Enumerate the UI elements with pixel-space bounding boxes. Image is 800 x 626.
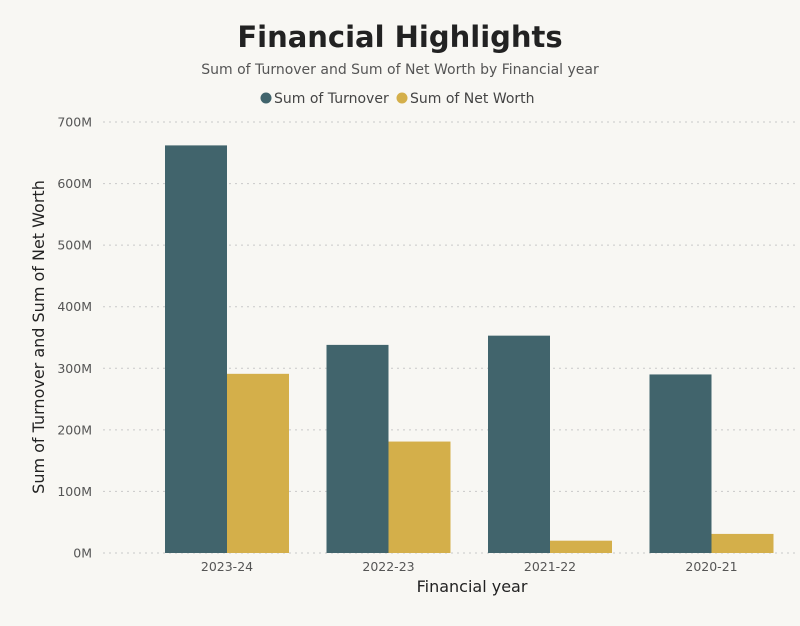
y-tick-label: 600M bbox=[57, 176, 92, 191]
bar-net-worth bbox=[711, 533, 774, 553]
y-tick-label: 400M bbox=[57, 299, 92, 314]
y-tick-label: 0M bbox=[73, 546, 92, 561]
bars bbox=[165, 145, 774, 553]
bar-net-worth bbox=[388, 441, 451, 553]
legend-label-turnover: Sum of Turnover bbox=[274, 91, 389, 107]
legend-label-net-worth: Sum of Net Worth bbox=[410, 91, 535, 107]
x-axis-label: Financial year bbox=[417, 577, 528, 596]
legend: Sum of Turnover Sum of Net Worth bbox=[260, 91, 535, 107]
y-tick-label: 500M bbox=[57, 238, 92, 253]
y-tick-label: 700M bbox=[57, 115, 92, 130]
chart-title: Financial Highlights bbox=[237, 20, 562, 54]
bar-turnover bbox=[488, 335, 550, 553]
legend-marker-turnover bbox=[260, 92, 272, 104]
x-tick-label: 2022-23 bbox=[362, 559, 414, 574]
y-axis-label: Sum of Turnover and Sum of Net Worth bbox=[29, 180, 48, 494]
y-axis-ticks: 0M 100M 200M 300M 400M 500M 600M 700M bbox=[57, 115, 92, 561]
bar-net-worth bbox=[550, 540, 612, 553]
y-tick-label: 200M bbox=[57, 422, 92, 437]
legend-marker-net-worth bbox=[396, 92, 408, 104]
bar-turnover bbox=[649, 374, 712, 553]
x-tick-label: 2021-22 bbox=[524, 559, 576, 574]
bar-turnover bbox=[326, 344, 389, 553]
y-tick-label: 300M bbox=[57, 361, 92, 376]
chart-subtitle: Sum of Turnover and Sum of Net Worth by … bbox=[201, 62, 599, 78]
y-tick-label: 100M bbox=[57, 484, 92, 499]
x-tick-label: 2020-21 bbox=[685, 559, 737, 574]
x-tick-label: 2023-24 bbox=[201, 559, 253, 574]
x-axis-ticks: 2023-24 2022-23 2021-22 2020-21 bbox=[201, 559, 738, 574]
bar-turnover bbox=[165, 145, 227, 553]
bar-net-worth bbox=[227, 373, 289, 553]
